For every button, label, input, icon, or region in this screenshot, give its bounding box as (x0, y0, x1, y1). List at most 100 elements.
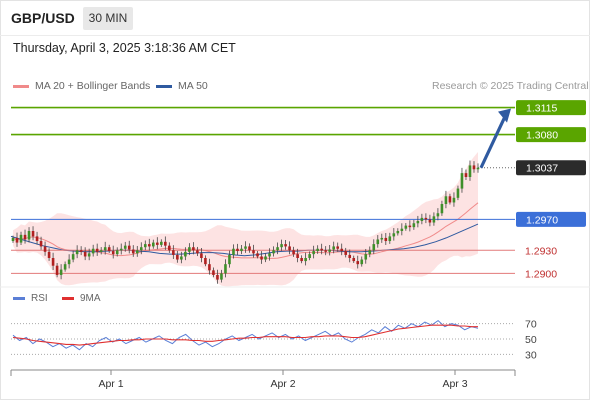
candle-body (23, 234, 27, 240)
candle-body (404, 225, 408, 229)
candle-body (316, 248, 319, 252)
candle-body (67, 259, 71, 265)
candle-body (408, 225, 412, 228)
level-label-1.3080: 1.3080 (526, 130, 558, 142)
current-price-label: 1.3037 (526, 163, 558, 175)
candle-body (396, 231, 400, 234)
candle-body (139, 247, 143, 251)
candle-body (111, 251, 115, 255)
candle-body (99, 250, 103, 252)
candle-body (388, 236, 392, 242)
candle-body (376, 239, 380, 245)
candle-body (115, 250, 119, 255)
x-tick-label: Apr 2 (270, 378, 295, 390)
candle-body (272, 250, 275, 254)
candle-body (244, 246, 247, 249)
candle-body (127, 245, 131, 250)
candle-body (364, 254, 368, 260)
candle-body (380, 237, 384, 240)
candle-body (300, 258, 303, 262)
current-price-box (516, 160, 586, 176)
candle-body (308, 254, 311, 258)
candle-body (156, 242, 159, 245)
level-label-1.2930: 1.2930 (525, 245, 557, 257)
candle-body (47, 251, 51, 258)
candle-body (15, 237, 19, 243)
candle-body (180, 256, 183, 260)
legend-rsi-ma-label: 9MA (80, 293, 101, 304)
candle-body (172, 250, 175, 255)
research-credit: Research © 2025 Trading Central (432, 80, 589, 92)
candle-body (312, 251, 315, 255)
ma20-line (12, 202, 479, 259)
candle-body (212, 270, 215, 275)
candle-body (280, 244, 283, 248)
candle-body (168, 245, 171, 251)
candle-body (196, 250, 199, 254)
candle-body (440, 204, 444, 214)
level-box-1.3115 (516, 100, 586, 116)
legend-rsi-ma: 9MA (62, 293, 101, 304)
candle-body (11, 237, 15, 242)
candle-body (200, 253, 203, 258)
candle-body (256, 253, 259, 257)
ma20-swatch (13, 84, 29, 88)
candle-body (43, 246, 47, 252)
datetime-label: Thursday, April 3, 2025 3:18:36 AM CET (13, 41, 236, 55)
candle-body (248, 246, 251, 251)
candle-body (360, 259, 364, 265)
candle-body (252, 250, 255, 254)
candle-body (264, 256, 267, 260)
candle-body (432, 216, 436, 223)
candle-body (428, 219, 432, 223)
candle-body (103, 247, 107, 251)
candle-body (123, 245, 127, 249)
candle-body (268, 253, 271, 257)
candle-body (368, 250, 372, 255)
candle-body (324, 250, 327, 252)
legend-ma50: MA 50 (156, 80, 208, 92)
candle-body (39, 241, 43, 247)
legend-ma50-label: MA 50 (178, 80, 208, 92)
candle-body (424, 217, 428, 220)
candle-body (296, 254, 299, 258)
candle-body (476, 167, 480, 170)
candle-body (456, 188, 460, 198)
candle-body (344, 251, 348, 255)
candle-body (392, 233, 396, 237)
candle-body (31, 231, 35, 237)
candle-body (51, 258, 55, 266)
candle-body (59, 269, 63, 275)
candle-body (276, 247, 279, 251)
candle-body (19, 234, 23, 243)
rsi-ma-swatch (62, 297, 74, 300)
candle-body (87, 253, 91, 257)
candle-body (292, 250, 295, 255)
candle-body (160, 241, 163, 245)
legend-ma20-label: MA 20 + Bollinger Bands (35, 80, 151, 92)
candle-body (240, 248, 243, 252)
rsi-ma-line (12, 324, 478, 346)
symbol-title: GBP/USD (11, 10, 75, 26)
ma50-swatch (156, 84, 172, 88)
candle-body (304, 258, 307, 262)
candle-body (135, 250, 139, 254)
legend-rsi: RSI (13, 293, 48, 304)
legend-rsi-label: RSI (31, 293, 48, 304)
candle-body (184, 251, 187, 257)
candle-body (176, 254, 179, 260)
x-tick-label: Apr 3 (442, 378, 467, 390)
candle-body (27, 231, 31, 240)
candle-body (420, 217, 424, 221)
rsi-tick-50: 50 (525, 334, 537, 346)
candle-body (448, 196, 452, 203)
timeframe-button[interactable]: 30 MIN (83, 7, 133, 30)
legend-ma20: MA 20 + Bollinger Bands (13, 80, 150, 92)
candle-body (284, 244, 287, 247)
candle-body (216, 274, 219, 280)
candle-body (384, 237, 388, 242)
candle-body (220, 273, 223, 280)
candle-body (236, 248, 239, 252)
level-label-1.2970: 1.2970 (526, 214, 558, 226)
